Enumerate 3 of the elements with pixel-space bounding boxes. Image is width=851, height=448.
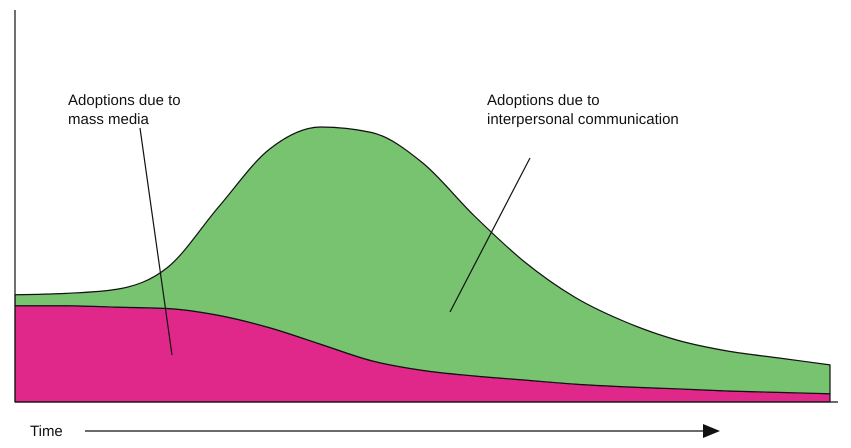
x-axis-title: Time	[30, 423, 63, 440]
annotation: Adoptions due to mass media	[68, 92, 181, 128]
annotation: Adoptions due to interpersonal communication	[487, 92, 679, 128]
